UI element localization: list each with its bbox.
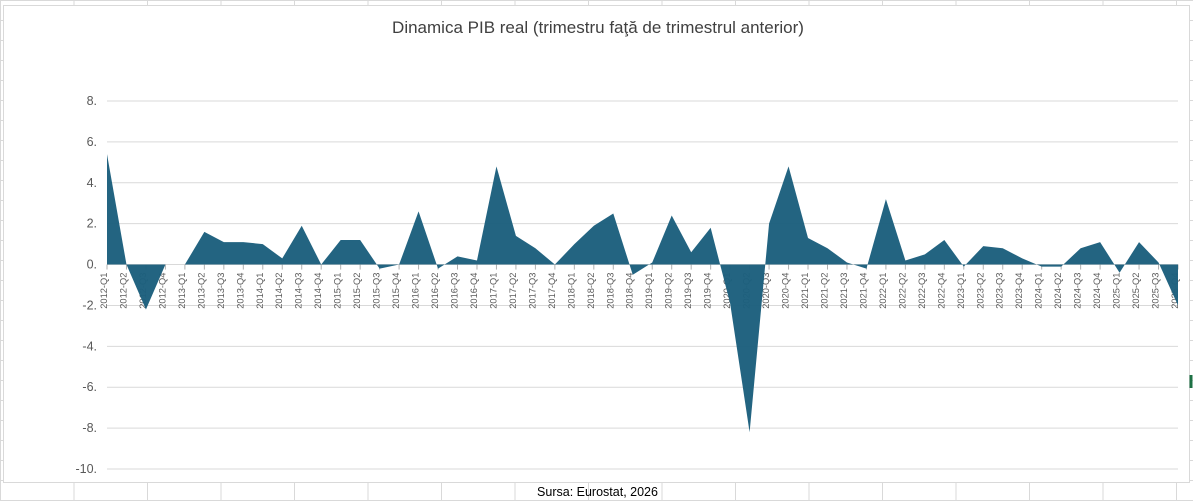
svg-text:2023-Q2: 2023-Q2: [975, 273, 985, 309]
svg-text:2024-Q4: 2024-Q4: [1092, 273, 1102, 309]
svg-text:2019-Q3: 2019-Q3: [683, 273, 693, 309]
svg-text:2018-Q1: 2018-Q1: [566, 273, 576, 309]
svg-text:2017-Q2: 2017-Q2: [508, 273, 518, 309]
svg-text:2022-Q1: 2022-Q1: [878, 273, 888, 309]
svg-text:-10.: -10.: [75, 462, 97, 476]
svg-text:2023-Q1: 2023-Q1: [956, 273, 966, 309]
svg-text:2019-Q2: 2019-Q2: [664, 273, 674, 309]
svg-text:2022-Q3: 2022-Q3: [917, 273, 927, 309]
svg-text:2014-Q4: 2014-Q4: [313, 273, 323, 309]
svg-text:2013-Q2: 2013-Q2: [196, 273, 206, 309]
svg-text:2025-Q1: 2025-Q1: [1112, 273, 1122, 309]
svg-text:6.: 6.: [87, 135, 97, 149]
svg-text:2015-Q3: 2015-Q3: [372, 273, 382, 309]
svg-text:2025-Q2: 2025-Q2: [1131, 273, 1141, 309]
svg-text:2021-Q4: 2021-Q4: [858, 273, 868, 309]
svg-text:2024-Q1: 2024-Q1: [1034, 273, 1044, 309]
svg-text:-8.: -8.: [82, 421, 97, 435]
svg-text:8.: 8.: [87, 94, 97, 108]
svg-text:2012-Q1: 2012-Q1: [99, 273, 109, 309]
svg-text:2018-Q2: 2018-Q2: [586, 273, 596, 309]
svg-text:2013-Q4: 2013-Q4: [235, 273, 245, 309]
svg-text:0.: 0.: [87, 258, 97, 272]
svg-text:2014-Q1: 2014-Q1: [255, 273, 265, 309]
svg-text:2013-Q1: 2013-Q1: [177, 273, 187, 309]
svg-text:2016-Q3: 2016-Q3: [450, 273, 460, 309]
svg-text:2017-Q1: 2017-Q1: [488, 273, 498, 309]
svg-text:2022-Q2: 2022-Q2: [897, 273, 907, 309]
svg-text:2018-Q3: 2018-Q3: [605, 273, 615, 309]
svg-text:2023-Q4: 2023-Q4: [1014, 273, 1024, 309]
svg-text:2017-Q4: 2017-Q4: [547, 273, 557, 309]
svg-text:2024-Q3: 2024-Q3: [1073, 273, 1083, 309]
svg-text:-2.: -2.: [82, 298, 97, 312]
svg-text:2019-Q1: 2019-Q1: [644, 273, 654, 309]
svg-text:2021-Q1: 2021-Q1: [800, 273, 810, 309]
svg-text:2018-Q4: 2018-Q4: [625, 273, 635, 309]
svg-text:2015-Q4: 2015-Q4: [391, 273, 401, 309]
svg-text:2024-Q2: 2024-Q2: [1053, 273, 1063, 309]
svg-text:2016-Q4: 2016-Q4: [469, 273, 479, 309]
svg-text:-4.: -4.: [82, 339, 97, 353]
svg-text:2014-Q2: 2014-Q2: [274, 273, 284, 309]
svg-text:2021-Q3: 2021-Q3: [839, 273, 849, 309]
svg-text:2015-Q1: 2015-Q1: [333, 273, 343, 309]
svg-text:-6.: -6.: [82, 380, 97, 394]
svg-text:2015-Q2: 2015-Q2: [352, 273, 362, 309]
svg-text:2012-Q2: 2012-Q2: [118, 273, 128, 309]
svg-text:2019-Q4: 2019-Q4: [703, 273, 713, 309]
svg-text:2025-Q3: 2025-Q3: [1151, 273, 1161, 309]
svg-text:4.: 4.: [87, 176, 97, 190]
svg-text:2023-Q3: 2023-Q3: [995, 273, 1005, 309]
svg-text:2.: 2.: [87, 217, 97, 231]
svg-text:2016-Q1: 2016-Q1: [411, 273, 421, 309]
svg-text:2013-Q3: 2013-Q3: [216, 273, 226, 309]
svg-text:2016-Q2: 2016-Q2: [430, 273, 440, 309]
svg-text:2021-Q2: 2021-Q2: [819, 273, 829, 309]
svg-text:2017-Q3: 2017-Q3: [527, 273, 537, 309]
svg-text:2020-Q4: 2020-Q4: [781, 273, 791, 309]
svg-text:2014-Q3: 2014-Q3: [294, 273, 304, 309]
svg-text:2022-Q4: 2022-Q4: [936, 273, 946, 309]
